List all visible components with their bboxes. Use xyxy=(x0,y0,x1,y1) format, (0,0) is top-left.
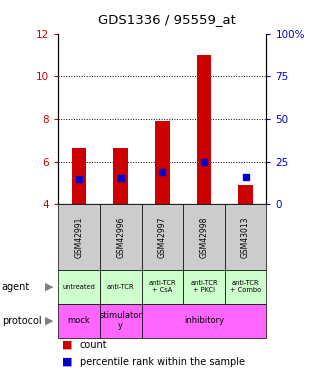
Bar xyxy=(114,148,128,204)
Text: anti-TCR: anti-TCR xyxy=(107,284,135,290)
Text: anti-TCR
+ Combo: anti-TCR + Combo xyxy=(230,280,261,293)
Bar xyxy=(72,148,86,204)
Text: agent: agent xyxy=(2,282,30,292)
Text: GSM42991: GSM42991 xyxy=(75,216,84,258)
Text: anti-TCR
+ PKCi: anti-TCR + PKCi xyxy=(190,280,218,293)
Text: GSM42997: GSM42997 xyxy=(158,216,167,258)
Text: GSM42996: GSM42996 xyxy=(116,216,125,258)
Bar xyxy=(238,185,253,204)
Text: stimulator
y: stimulator y xyxy=(99,311,142,330)
Text: ■: ■ xyxy=(62,340,72,350)
Text: inhibitory: inhibitory xyxy=(184,316,224,325)
Bar xyxy=(197,55,211,204)
Text: ▶: ▶ xyxy=(45,316,53,326)
Text: ▶: ▶ xyxy=(45,282,53,292)
Text: mock: mock xyxy=(68,316,91,325)
Bar xyxy=(155,121,169,204)
Text: protocol: protocol xyxy=(2,316,41,326)
Text: count: count xyxy=(80,340,108,350)
Text: GSM43013: GSM43013 xyxy=(241,216,250,258)
Text: GDS1336 / 95559_at: GDS1336 / 95559_at xyxy=(98,13,235,26)
Text: percentile rank within the sample: percentile rank within the sample xyxy=(80,357,245,367)
Text: GSM42998: GSM42998 xyxy=(199,216,208,258)
Text: ■: ■ xyxy=(62,357,72,367)
Text: untreated: untreated xyxy=(63,284,96,290)
Text: anti-TCR
+ CsA: anti-TCR + CsA xyxy=(149,280,176,293)
